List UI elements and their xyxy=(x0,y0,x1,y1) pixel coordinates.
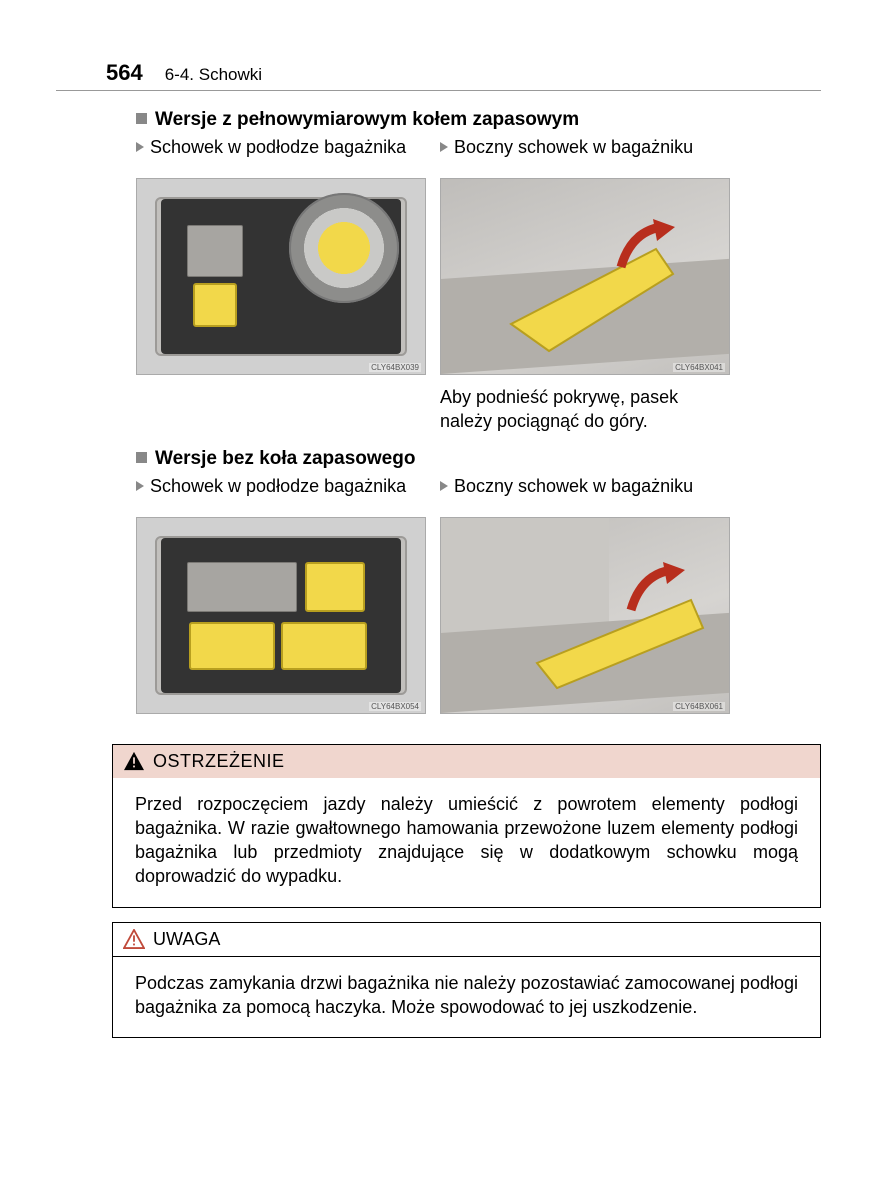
section2-left-col: CLY64BX054 xyxy=(136,517,426,714)
warning-header: OSTRZEŻENIE xyxy=(113,745,820,778)
section1-title-text: Wersje z pełnowymiarowym kołem zapasowym xyxy=(155,109,579,130)
section1-left-label: Schowek w podłodze bagażnika xyxy=(136,137,426,158)
section2-title-text: Wersje bez koła zapasowego xyxy=(155,448,415,469)
section1-labels-row: Schowek w podłodze bagażnika Boczny scho… xyxy=(136,137,821,168)
caution-triangle-icon xyxy=(123,929,145,949)
section1-left-col: CLY64BX039 xyxy=(136,178,426,434)
page-number: 564 xyxy=(106,60,143,86)
section1-right-label-text: Boczny schowek w bagażniku xyxy=(454,137,693,157)
figure-trunk-floor-nospare: CLY64BX054 xyxy=(136,517,426,714)
figure-code: CLY64BX061 xyxy=(673,702,725,711)
note-box: UWAGA Podczas zamykania drzwi bagażnika … xyxy=(112,922,821,1039)
warning-box: OSTRZEŻENIE Przed rozpoczęciem jazdy nal… xyxy=(112,744,821,908)
lift-arrow-icon xyxy=(611,217,681,277)
flap-shape xyxy=(441,179,730,375)
section2-left-label: Schowek w podłodze bagażnika xyxy=(136,476,426,497)
page: 564 6-4. Schowki Wersje z pełnowymiarowy… xyxy=(0,0,877,1098)
section1-right-col: CLY64BX041 Aby podnieść pokrywę, pasek n… xyxy=(440,178,730,434)
page-header: 564 6-4. Schowki xyxy=(56,60,821,91)
section2-right-col: CLY64BX061 xyxy=(440,517,730,714)
triangle-bullet-icon xyxy=(136,142,144,152)
square-bullet-icon xyxy=(136,452,147,463)
section2-left-label-text: Schowek w podłodze bagażnika xyxy=(150,476,406,496)
figure-side-compartment-2: CLY64BX061 xyxy=(440,517,730,714)
figure-trunk-floor-spare: CLY64BX039 xyxy=(136,178,426,375)
triangle-bullet-icon xyxy=(136,481,144,491)
lift-arrow-icon xyxy=(621,560,691,620)
content-area: Wersje z pełnowymiarowym kołem zapasowym… xyxy=(56,109,821,714)
section2-figures-row: CLY64BX054 CLY64BX061 xyxy=(136,517,821,714)
note-body: Podczas zamykania drzwi bagażnika nie na… xyxy=(113,957,820,1038)
figure-side-compartment-1: CLY64BX041 xyxy=(440,178,730,375)
section2-labels-row: Schowek w podłodze bagażnika Boczny scho… xyxy=(136,476,821,507)
section1-right-label: Boczny schowek w bagażniku xyxy=(440,137,730,158)
section1-right-caption: Aby podnieść pokrywę, pasek należy pocią… xyxy=(440,385,730,434)
section1-title: Wersje z pełnowymiarowym kołem zapasowym xyxy=(136,109,821,131)
section1-figures-row: CLY64BX039 CLY64BX041 Aby podnieść p xyxy=(136,178,821,434)
section2-title: Wersje bez koła zapasowego xyxy=(136,448,821,470)
warning-body: Przed rozpoczęciem jazdy należy umieścić… xyxy=(113,778,820,907)
figure-code: CLY64BX054 xyxy=(369,702,421,711)
square-bullet-icon xyxy=(136,113,147,124)
section2-right-label: Boczny schowek w bagażniku xyxy=(440,476,730,497)
note-title: UWAGA xyxy=(153,929,220,950)
figure-code: CLY64BX039 xyxy=(369,363,421,372)
section2-right-label-text: Boczny schowek w bagażniku xyxy=(454,476,693,496)
breadcrumb: 6-4. Schowki xyxy=(165,65,262,85)
triangle-bullet-icon xyxy=(440,142,448,152)
note-header: UWAGA xyxy=(113,923,820,957)
warning-title: OSTRZEŻENIE xyxy=(153,751,285,772)
figure-code: CLY64BX041 xyxy=(673,363,725,372)
section1-left-label-text: Schowek w podłodze bagażnika xyxy=(150,137,406,157)
triangle-bullet-icon xyxy=(440,481,448,491)
warning-triangle-icon xyxy=(123,751,145,771)
